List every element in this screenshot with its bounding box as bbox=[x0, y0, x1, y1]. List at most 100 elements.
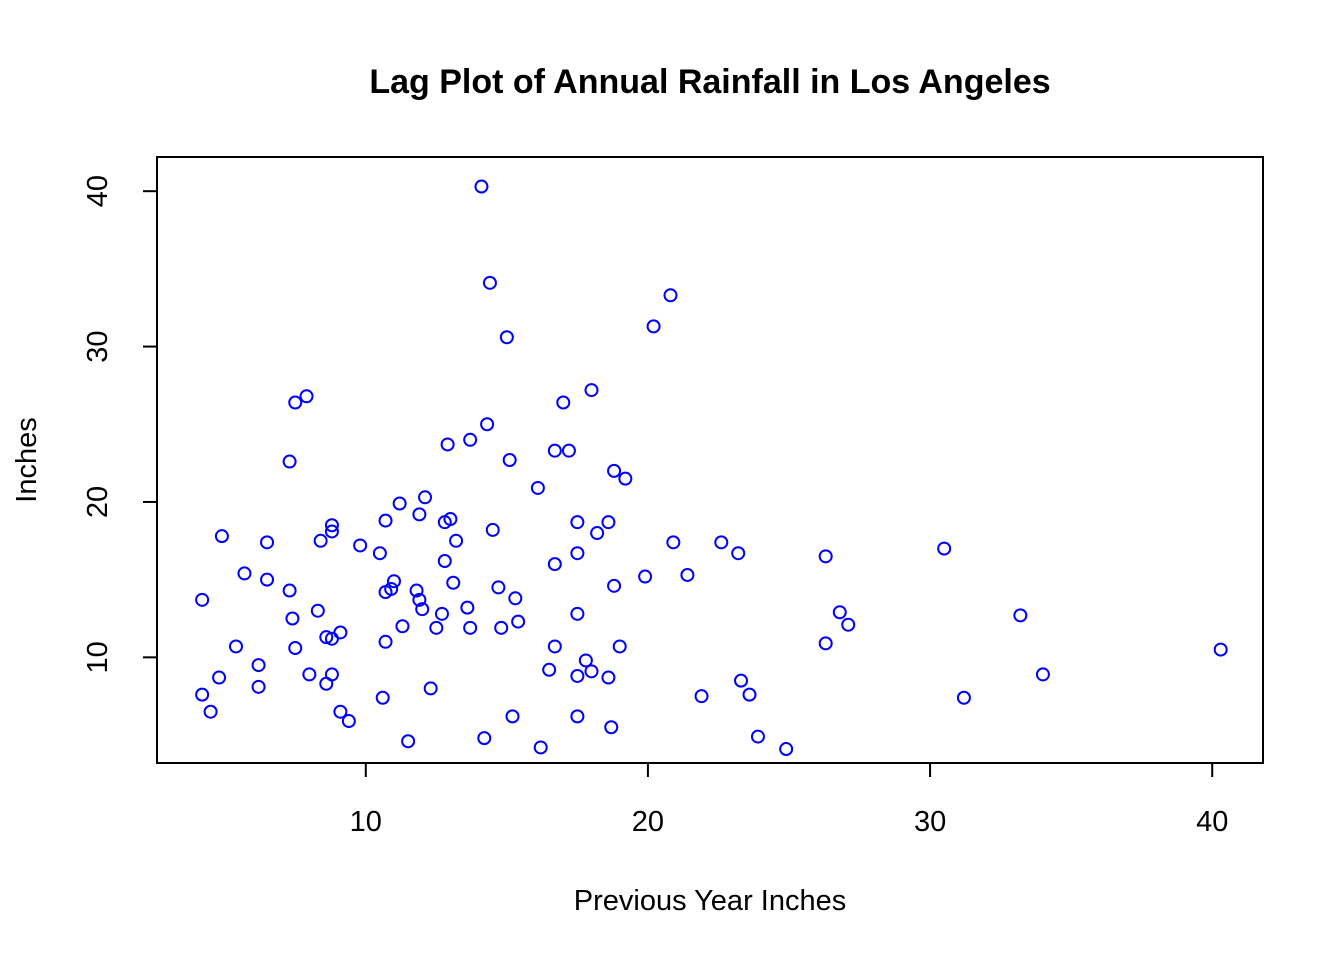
data-point bbox=[666, 535, 681, 550]
data-point bbox=[418, 490, 433, 505]
data-point bbox=[578, 653, 593, 668]
data-point bbox=[734, 673, 749, 688]
data-point bbox=[313, 533, 328, 548]
data-point bbox=[502, 453, 517, 467]
data-point bbox=[601, 515, 616, 530]
data-point bbox=[570, 546, 585, 561]
data-point bbox=[341, 714, 356, 729]
data-point bbox=[251, 658, 266, 673]
data-points bbox=[195, 179, 1228, 757]
data-point bbox=[324, 518, 339, 533]
data-point bbox=[375, 690, 390, 705]
data-point bbox=[412, 507, 427, 522]
data-point bbox=[601, 670, 616, 685]
data-point bbox=[285, 611, 300, 626]
data-point bbox=[212, 670, 227, 685]
data-point bbox=[604, 720, 619, 735]
y-tick-label: 40 bbox=[82, 175, 114, 207]
data-point bbox=[485, 522, 500, 537]
y-axis-ticks: 10 20 30 40 bbox=[82, 175, 157, 673]
y-tick-label: 20 bbox=[82, 486, 114, 518]
data-point bbox=[584, 664, 599, 679]
data-point bbox=[818, 549, 833, 564]
data-point bbox=[482, 275, 497, 290]
plot-frame bbox=[156, 156, 1264, 764]
data-point bbox=[607, 463, 622, 478]
data-point bbox=[195, 592, 210, 607]
data-point bbox=[260, 572, 275, 587]
data-point bbox=[229, 639, 243, 654]
data-point bbox=[508, 591, 523, 606]
data-point bbox=[392, 496, 407, 511]
data-point bbox=[542, 662, 557, 677]
data-point bbox=[663, 288, 678, 303]
data-point bbox=[638, 569, 653, 584]
data-point bbox=[395, 619, 410, 634]
data-point bbox=[423, 681, 438, 696]
data-point bbox=[570, 709, 585, 724]
data-point bbox=[378, 513, 393, 528]
data-point bbox=[570, 606, 585, 621]
data-point bbox=[584, 383, 599, 398]
data-point bbox=[434, 606, 449, 621]
y-tick-label: 30 bbox=[82, 330, 114, 362]
data-point bbox=[832, 605, 847, 620]
data-point bbox=[731, 546, 746, 561]
data-point bbox=[460, 600, 475, 615]
data-point bbox=[401, 734, 416, 749]
data-point bbox=[561, 443, 576, 458]
data-point bbox=[310, 603, 325, 618]
data-point bbox=[505, 709, 520, 724]
x-tick-label: 10 bbox=[350, 806, 382, 838]
data-point bbox=[378, 634, 393, 649]
data-point bbox=[214, 529, 229, 544]
data-point bbox=[750, 729, 765, 744]
data-point bbox=[324, 631, 339, 646]
data-point bbox=[372, 546, 387, 561]
data-point bbox=[480, 417, 495, 432]
x-axis-ticks: 10 20 30 40 bbox=[350, 763, 1228, 838]
data-point bbox=[288, 641, 303, 656]
data-point bbox=[1213, 642, 1228, 657]
data-point bbox=[841, 617, 856, 632]
data-point bbox=[547, 557, 562, 572]
data-point bbox=[412, 592, 427, 607]
data-point bbox=[612, 639, 627, 654]
data-point bbox=[324, 524, 339, 539]
data-point bbox=[437, 554, 452, 568]
y-axis-label: Inches bbox=[11, 417, 43, 502]
data-point bbox=[474, 179, 489, 194]
x-tick-label: 40 bbox=[1196, 806, 1228, 838]
data-point bbox=[260, 535, 275, 550]
data-point bbox=[818, 636, 833, 651]
data-point bbox=[1035, 667, 1050, 682]
data-point bbox=[415, 602, 430, 617]
data-point bbox=[491, 580, 506, 595]
x-axis-label: Previous Year Inches bbox=[574, 885, 846, 917]
data-point bbox=[533, 740, 548, 755]
data-point bbox=[353, 538, 368, 553]
data-point bbox=[547, 639, 562, 654]
data-point bbox=[319, 676, 334, 691]
data-point bbox=[646, 319, 661, 334]
y-tick-label: 10 bbox=[82, 641, 114, 673]
data-point bbox=[333, 625, 348, 640]
data-point bbox=[530, 480, 545, 495]
data-point bbox=[195, 687, 210, 702]
data-point bbox=[618, 471, 633, 486]
data-point bbox=[387, 574, 401, 589]
data-point bbox=[443, 512, 458, 527]
data-point bbox=[237, 566, 252, 581]
data-point bbox=[742, 687, 757, 702]
data-point bbox=[714, 535, 729, 550]
data-point bbox=[511, 614, 526, 629]
data-point bbox=[956, 690, 971, 705]
data-point bbox=[299, 389, 314, 404]
data-point bbox=[463, 620, 478, 635]
data-point bbox=[607, 578, 622, 593]
data-point bbox=[680, 567, 695, 582]
data-point bbox=[302, 667, 317, 682]
data-point bbox=[547, 443, 562, 458]
data-point bbox=[409, 583, 424, 598]
